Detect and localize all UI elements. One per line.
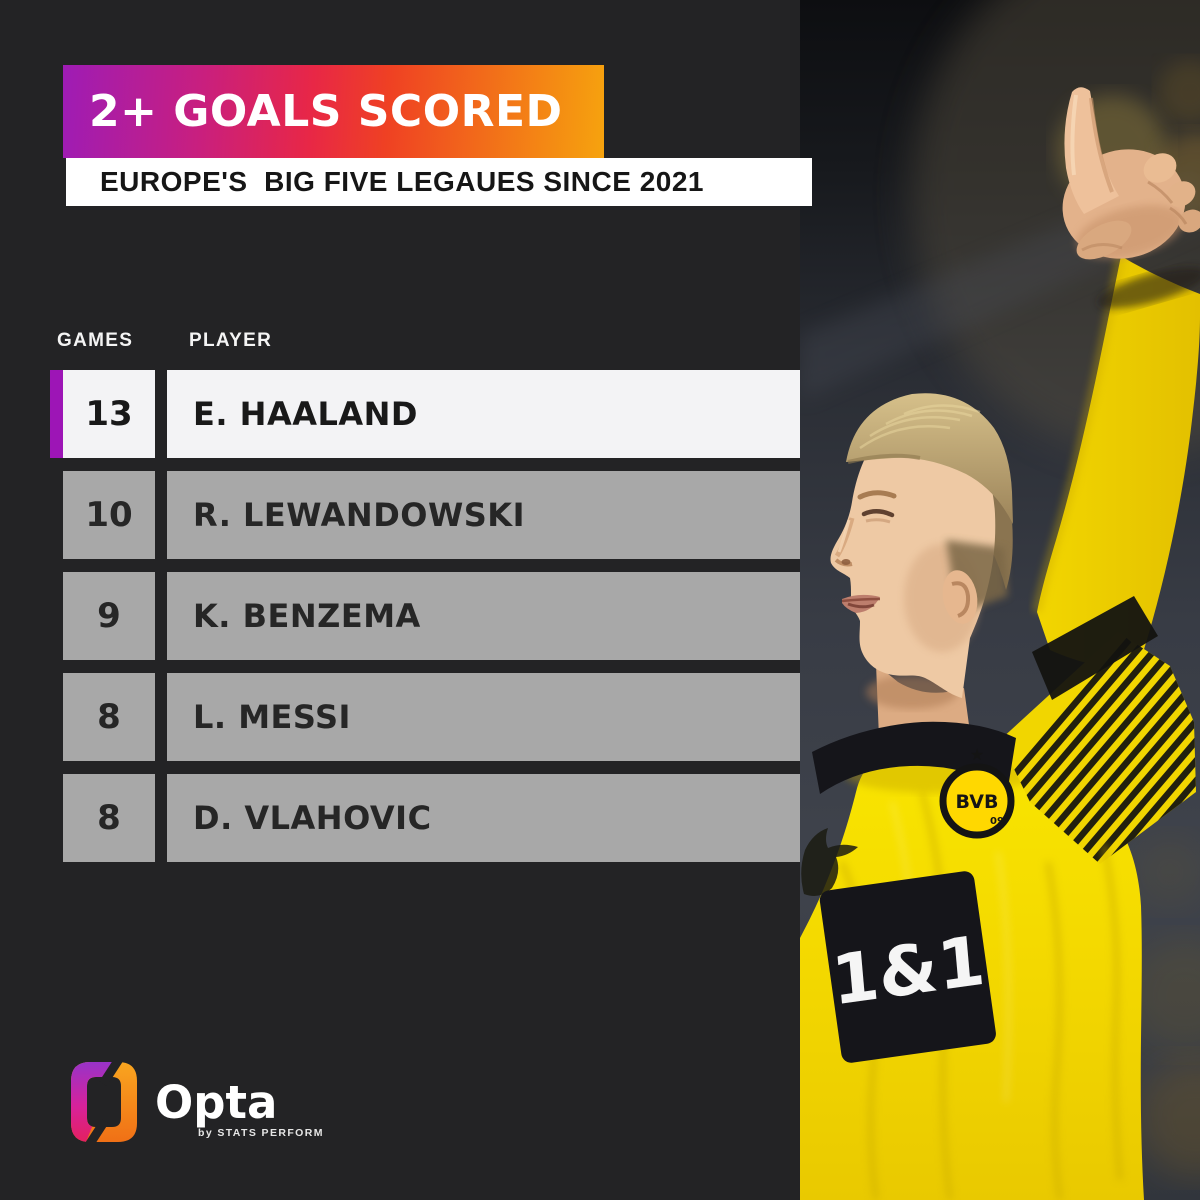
nose [834,517,855,558]
games-cell: 9 [63,572,155,660]
rank-accent-bar [50,572,63,660]
table-row: 13 E. HAALAND [50,370,800,458]
eyebrow [857,490,897,500]
column-gap [155,471,167,559]
column-gap [155,774,167,862]
rank-accent-bar [50,370,63,458]
table-row: 8 D. VLAHOVIC [50,774,800,862]
rank-accent-bar [50,673,63,761]
armpit-band [1032,596,1158,700]
games-cell: 8 [63,673,155,761]
player-cell: L. MESSI [167,673,800,761]
table-row: 10 R. LEWANDOWSKI [50,471,800,559]
ear [942,570,978,624]
column-header-player: PLAYER [189,330,273,351]
column-header-games: GAMES [57,330,134,351]
page-subtitle: EUROPE'S BIG FIVE LEGAUES SINCE 2021 [100,166,704,197]
table-row: 8 L. MESSI [50,673,800,761]
table-row: 9 K. BENZEMA [50,572,800,660]
games-cell: 8 [63,774,155,862]
collar [812,721,1016,794]
column-gap [155,673,167,761]
player-cell: E. HAALAND [167,370,800,458]
column-gap [155,572,167,660]
title-banner: 2+ GOALS SCORED [63,65,604,158]
player-cell: D. VLAHOVIC [167,774,800,862]
opta-logo-icon [71,1062,137,1142]
puma-logo [801,828,858,896]
player-cell: R. LEWANDOWSKI [167,471,800,559]
subtitle-bar: EUROPE'S BIG FIVE LEGAUES SINCE 2021 [66,158,812,206]
rank-accent-bar [50,471,63,559]
badge-year: 09 [990,816,1004,827]
bvb-badge: ★ BVB 09 [939,745,1015,839]
badge-text: BVB [956,791,999,813]
player-cell: K. BENZEMA [167,572,800,660]
haaland-photo: ★ BVB 09 1&1 [800,0,1200,1200]
index-finger [1064,87,1119,214]
games-cell: 10 [63,471,155,559]
brand-wordmark: Opta [155,1076,278,1129]
pointing-hand [1062,87,1200,260]
rank-accent-bar [50,774,63,862]
raised-arm [1032,87,1200,667]
haaland-head [830,393,1013,698]
sponsor-patch: 1&1 [819,871,996,1063]
table-column-headers: GAMES PLAYER [0,330,800,354]
brand-tagline: by STATS PERFORM [198,1127,324,1139]
eye [861,509,895,518]
shoulder-stripe-panel [1000,632,1196,864]
games-cell: 13 [63,370,155,458]
page-title: 2+ GOALS SCORED [89,86,563,137]
column-gap [155,370,167,458]
champion-star-icon: ★ [970,745,984,764]
